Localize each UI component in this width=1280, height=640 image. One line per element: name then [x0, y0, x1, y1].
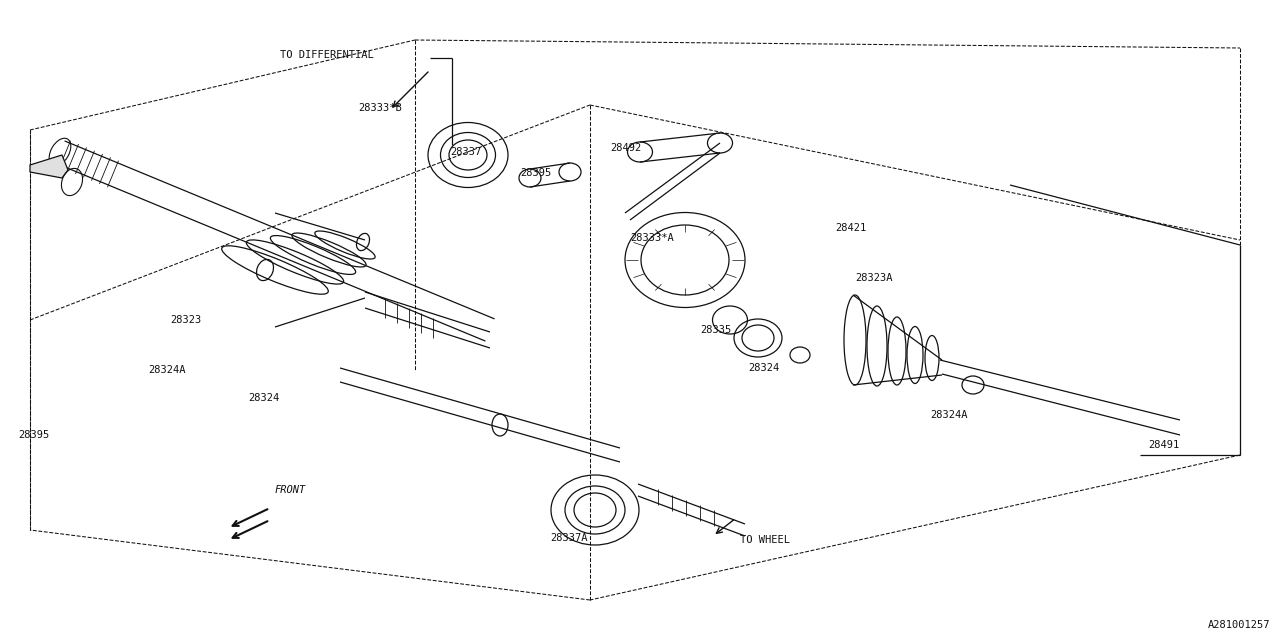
Text: 28337: 28337: [451, 147, 481, 157]
Text: 28324A: 28324A: [931, 410, 968, 420]
Text: 28421: 28421: [835, 223, 867, 233]
Text: 28324: 28324: [748, 363, 780, 373]
Text: A281001257: A281001257: [1207, 620, 1270, 630]
Text: 28337A: 28337A: [550, 533, 588, 543]
Text: 28324: 28324: [248, 393, 279, 403]
Polygon shape: [29, 155, 68, 178]
Text: 28333*B: 28333*B: [358, 103, 402, 113]
Text: 28324A: 28324A: [148, 365, 186, 375]
Text: FRONT: FRONT: [275, 485, 306, 495]
Text: 28323A: 28323A: [855, 273, 892, 283]
Text: TO WHEEL: TO WHEEL: [740, 535, 790, 545]
Text: 28335: 28335: [700, 325, 731, 335]
Text: 28492: 28492: [611, 143, 641, 153]
Text: 28395: 28395: [520, 168, 552, 178]
Text: 28333*A: 28333*A: [630, 233, 673, 243]
Text: 28491: 28491: [1148, 440, 1179, 450]
Text: 28323: 28323: [170, 315, 201, 325]
Text: TO DIFFERENTIAL: TO DIFFERENTIAL: [280, 50, 374, 60]
Text: 28395: 28395: [18, 430, 49, 440]
